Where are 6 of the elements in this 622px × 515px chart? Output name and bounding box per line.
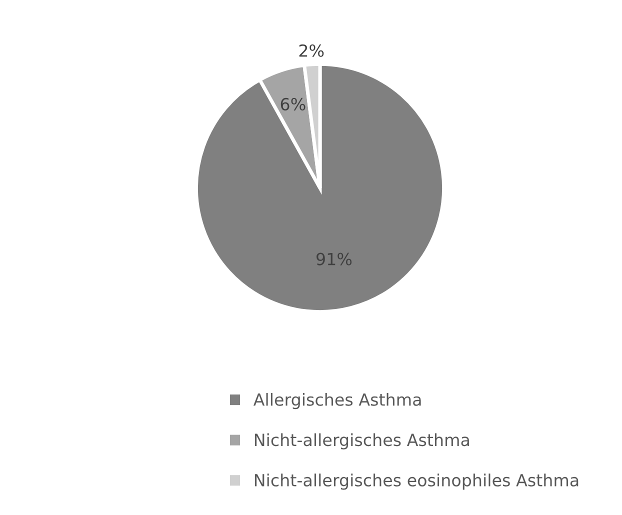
data-label: 2% <box>299 44 324 57</box>
data-label: 6% <box>280 98 306 110</box>
data-label: 91% <box>316 252 352 266</box>
legend-label: Nicht-allergisches Asthma <box>254 433 469 450</box>
legend-label: Nicht-allergisches eosinophiles Asthma <box>254 474 578 490</box>
legend-label: Allergisches Asthma <box>253 393 421 410</box>
